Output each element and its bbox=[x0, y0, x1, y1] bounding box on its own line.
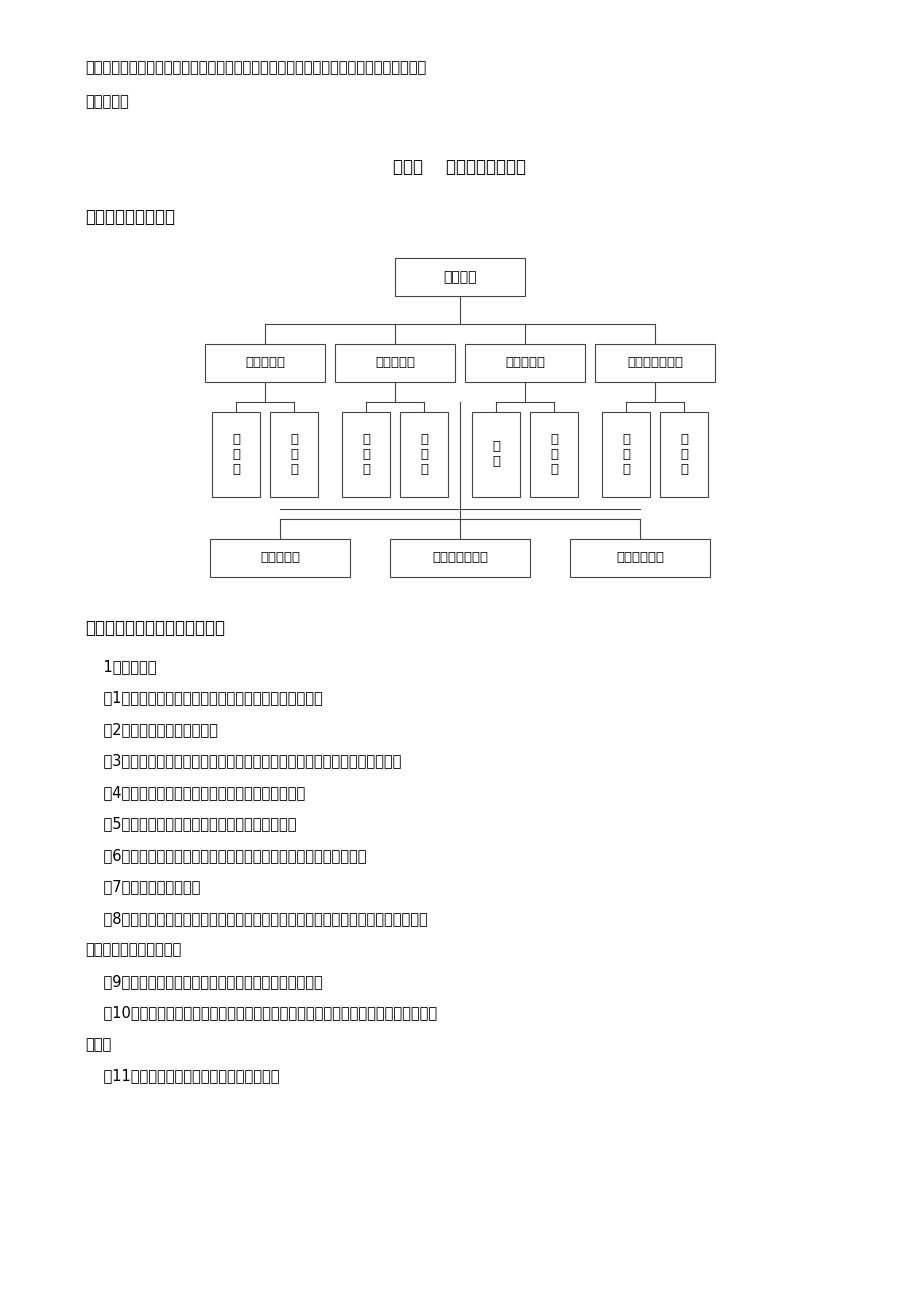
Text: 1、项目经理: 1、项目经理 bbox=[85, 659, 156, 674]
Text: （5）组织项目经理部编制项目实施计划和方案。: （5）组织项目经理部编制项目实施计划和方案。 bbox=[85, 816, 296, 832]
Text: （8）严格财务制度，加强成本管理，搞好经济核算，正确处理与本项目部及公司职: （8）严格财务制度，加强成本管理，搞好经济核算，正确处理与本项目部及公司职 bbox=[85, 911, 427, 926]
Text: （10）工程竣工后及时组织结算、验收和分析总结，签发《工程质量保修书》，接受: （10）工程竣工后及时组织结算、验收和分析总结，签发《工程质量保修书》，接受 bbox=[85, 1005, 437, 1021]
Bar bbox=[595, 344, 714, 381]
Text: （2）参与施工合同的签订。: （2）参与施工合同的签订。 bbox=[85, 723, 218, 737]
Bar bbox=[570, 539, 709, 577]
Text: （9）强化现场文明施工，及时发现和处理例外性事件。: （9）强化现场文明施工，及时发现和处理例外性事件。 bbox=[85, 974, 323, 990]
Text: （7）理顺内外部关系。: （7）理顺内外部关系。 bbox=[85, 879, 200, 894]
Text: （1）贯彻执行国家有关法律、法规、政策、标准制度。: （1）贯彻执行国家有关法律、法规、政策、标准制度。 bbox=[85, 690, 323, 706]
Bar bbox=[390, 539, 529, 577]
Text: 第四章    施工组织管理网络: 第四章 施工组织管理网络 bbox=[393, 158, 526, 176]
Bar bbox=[659, 411, 708, 497]
Text: 土方施工队: 土方施工队 bbox=[260, 552, 300, 565]
Bar bbox=[464, 344, 584, 381]
Text: （6）对生产要素优化配置、科学管理、积极推广新工艺、新材料。: （6）对生产要素优化配置、科学管理、积极推广新工艺、新材料。 bbox=[85, 848, 366, 863]
Text: 安
全
员: 安 全 员 bbox=[550, 434, 558, 477]
Bar bbox=[342, 411, 390, 497]
Text: 工程顺利如期完成。由于北园路机动车道已经完工，进行污水管道施工时，要注意保护已: 工程顺利如期完成。由于北园路机动车道已经完工，进行污水管道施工时，要注意保护已 bbox=[85, 60, 425, 76]
Text: 电
工: 电 工 bbox=[492, 440, 499, 469]
Text: 项目经理: 项目经理 bbox=[443, 270, 476, 284]
Text: 二、项目部主要负责人岗位职责: 二、项目部主要负责人岗位职责 bbox=[85, 618, 225, 637]
Text: 质
量
员: 质 量 员 bbox=[420, 434, 427, 477]
Text: 保
管
员: 保 管 员 bbox=[621, 434, 630, 477]
Bar bbox=[210, 539, 349, 577]
Text: （4）主持组建项目经理部，并编制各项管理制度。: （4）主持组建项目经理部，并编制各项管理制度。 bbox=[85, 785, 305, 799]
Bar bbox=[335, 344, 455, 381]
Text: （3）签订和履行《项目管理目标责任书》，进行目标控制，确保目标实现。: （3）签订和履行《项目管理目标责任书》，进行目标控制，确保目标实现。 bbox=[85, 754, 401, 768]
Text: 材
料
员: 材 料 员 bbox=[679, 434, 687, 477]
Text: 污水管道施工队: 污水管道施工队 bbox=[432, 552, 487, 565]
Text: 技术负责人: 技术负责人 bbox=[244, 357, 285, 370]
Bar bbox=[471, 411, 519, 497]
Text: 施
工
员: 施 工 员 bbox=[232, 434, 240, 477]
Text: 完工路面。: 完工路面。 bbox=[85, 94, 129, 109]
Bar bbox=[400, 411, 448, 497]
Bar bbox=[211, 411, 260, 497]
Text: 安全负责人: 安全负责人 bbox=[505, 357, 544, 370]
Text: 检查井施工队: 检查井施工队 bbox=[616, 552, 664, 565]
Bar bbox=[601, 411, 650, 497]
Text: 质量负责人: 质量负责人 bbox=[375, 357, 414, 370]
Text: 工之间的利益分配关系。: 工之间的利益分配关系。 bbox=[85, 943, 181, 957]
Bar bbox=[269, 411, 318, 497]
Bar bbox=[529, 411, 577, 497]
Text: 审计。: 审计。 bbox=[85, 1036, 111, 1052]
Text: （11）做好项目经理部的解体和善后工作。: （11）做好项目经理部的解体和善后工作。 bbox=[85, 1069, 279, 1083]
Text: 测
量
员: 测 量 员 bbox=[289, 434, 298, 477]
Text: 材料设备负责人: 材料设备负责人 bbox=[627, 357, 682, 370]
Bar bbox=[394, 258, 525, 296]
Text: 一、项目部组织机构: 一、项目部组织机构 bbox=[85, 208, 175, 227]
Bar bbox=[205, 344, 324, 381]
Text: 统
计
员: 统 计 员 bbox=[361, 434, 369, 477]
